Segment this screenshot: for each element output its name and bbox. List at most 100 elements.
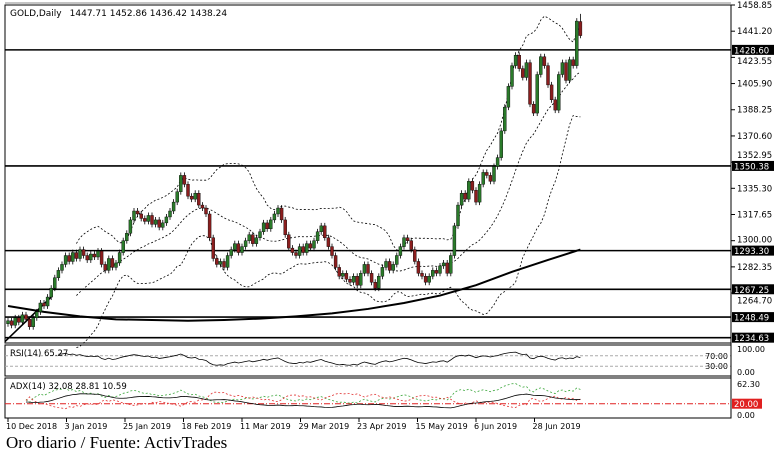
level-price-badge	[732, 332, 774, 343]
rsi-tick-label: 100.00	[737, 345, 765, 354]
candle-body	[276, 207, 280, 215]
candle-body	[128, 219, 133, 234]
price-tick-label: 1264.70	[737, 296, 772, 306]
candle-body	[139, 213, 143, 219]
rsi-panel-frame	[4, 344, 732, 377]
candle-body	[549, 84, 554, 100]
candle-body	[355, 276, 359, 286]
trading-chart[interactable]: 1458.85 1441.20 1423.55 1405.90 1388.25 1370.…	[0, 0, 776, 432]
candle-body	[481, 172, 485, 185]
candle-body	[528, 62, 532, 105]
candle-body	[384, 261, 388, 268]
candle-body	[326, 237, 331, 247]
candle-body	[261, 222, 266, 232]
candle-body	[434, 270, 439, 274]
candle-body	[413, 249, 417, 262]
candle-body	[366, 264, 370, 274]
candle-body	[557, 74, 561, 111]
level-price-badge	[732, 44, 774, 55]
chart-caption: Oro diario / Fuente: ActivTrades	[6, 433, 228, 452]
candle-body	[539, 56, 543, 75]
candle-body	[49, 287, 53, 298]
candle-body	[319, 225, 323, 232]
candle-body	[420, 273, 424, 277]
candle-body	[323, 225, 327, 238]
candle-body	[179, 175, 183, 192]
price-tick-label: 1317.65	[737, 210, 772, 220]
candle-body	[344, 273, 349, 280]
candle-body	[42, 302, 46, 307]
candle-body	[9, 320, 14, 326]
price-tick-label: 1405.90	[737, 80, 772, 90]
candle-body	[92, 253, 97, 258]
candle-body	[45, 296, 50, 307]
date-tick-label: 10 Dec 2018	[6, 422, 57, 431]
price-tick-label: 1388.25	[737, 106, 772, 116]
candle-body	[35, 311, 39, 319]
candle-body	[211, 237, 215, 259]
level-price-label: 1293.30	[734, 247, 769, 257]
level-price-label: 1428.60	[734, 46, 769, 56]
candle-body	[305, 243, 309, 253]
candle-body	[24, 314, 28, 320]
candle-body	[272, 213, 277, 221]
candle-body	[243, 240, 248, 247]
level-price-badge	[732, 245, 774, 256]
candle-body	[233, 243, 237, 250]
candle-body	[67, 255, 71, 262]
candle-body	[398, 246, 403, 256]
candle-body	[560, 62, 565, 75]
candle-body	[301, 246, 305, 253]
candle-body	[474, 190, 478, 203]
candle-body	[423, 276, 428, 283]
candle-body	[218, 261, 223, 265]
minus-di-line	[25, 391, 581, 410]
candle-body	[63, 255, 68, 265]
candle-body	[71, 252, 75, 262]
candle-body	[121, 240, 125, 253]
date-tick-label: 23 Apr 2019	[357, 422, 406, 431]
candle-body	[337, 267, 341, 277]
candle-body	[445, 262, 449, 274]
candle-body	[225, 255, 230, 268]
candle-body	[510, 65, 514, 87]
candle-body	[506, 86, 511, 108]
date-tick-label: 29 Mar 2019	[299, 422, 350, 431]
candle-body	[456, 204, 460, 227]
adx-line	[25, 393, 581, 409]
adx-tick-label: 0.00	[737, 411, 755, 420]
candle-body	[215, 258, 219, 265]
rsi-label: RSI(14) 65.27	[10, 349, 68, 359]
candle-body	[495, 157, 500, 167]
candle-body	[150, 215, 154, 225]
candle-body	[103, 264, 107, 271]
adx-level-badge	[732, 398, 762, 409]
candle-body	[60, 264, 64, 271]
plus-di-line	[25, 383, 581, 404]
price-tick-label: 1458.85	[737, 1, 772, 11]
level-price-label: 1267.25	[734, 286, 769, 296]
candle-body	[391, 264, 395, 271]
chart-header: GOLD,Daily 1447.71 1452.86 1436.42 1438.2…	[10, 9, 227, 19]
candle-body	[578, 21, 583, 36]
candle-body	[81, 249, 86, 256]
candle-body	[222, 261, 226, 268]
candle-body	[265, 222, 269, 230]
candle-body	[380, 267, 385, 277]
candle-body	[409, 240, 413, 250]
price-tick-label: 1441.20	[737, 27, 772, 37]
candle-body	[341, 273, 345, 277]
candle-body	[78, 249, 82, 259]
price-tick-label: 1352.95	[737, 151, 772, 161]
candle-body	[56, 270, 61, 278]
price-tick-label: 1370.60	[737, 132, 772, 142]
candle-body	[470, 181, 475, 191]
candle-body	[247, 234, 251, 241]
candle-body	[27, 319, 32, 327]
candle-body	[168, 210, 172, 218]
candle-body	[17, 317, 21, 323]
candle-body	[459, 193, 464, 206]
candle-body	[348, 279, 352, 283]
candle-body	[132, 210, 136, 221]
